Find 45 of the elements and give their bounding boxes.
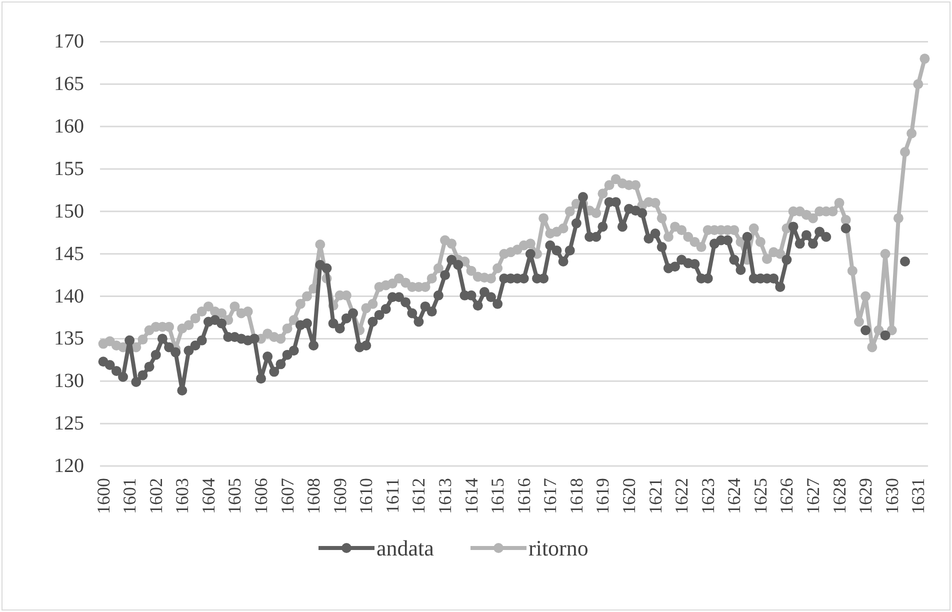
y-tick-label: 145 — [54, 242, 84, 265]
x-tick-label: 1601 — [120, 478, 140, 514]
x-tick-label: 1625 — [750, 478, 770, 514]
y-tick-label: 130 — [54, 370, 84, 392]
x-tick-label: 1600 — [93, 478, 114, 514]
x-tick-label: 1605 — [224, 478, 245, 514]
x-tick-label: 1619 — [592, 478, 613, 514]
x-tick-label: 1604 — [198, 478, 218, 514]
x-tick-label: 1617 — [540, 478, 560, 514]
x-tick-label: 1620 — [619, 478, 639, 514]
legend-label: andata — [376, 536, 434, 560]
x-tick-label: 1627 — [803, 478, 823, 514]
x-tick-label: 1628 — [829, 478, 850, 514]
legend-label: ritorno — [528, 536, 588, 560]
x-tick-label: 1622 — [672, 478, 692, 514]
x-tick-label: 1616 — [514, 478, 534, 514]
x-tick-label: 1602 — [146, 478, 166, 514]
y-tick-label: 135 — [54, 328, 84, 350]
y-tick-label: 140 — [54, 285, 84, 308]
x-tick-label: 1611 — [382, 478, 402, 514]
x-tick-label: 1629 — [856, 478, 876, 514]
x-tick-label: 1607 — [277, 478, 298, 514]
y-tick-label: 120 — [54, 455, 84, 477]
x-tick-label: 1603 — [172, 478, 192, 514]
y-tick-label: 155 — [54, 158, 84, 180]
x-tick-label: 1630 — [882, 478, 902, 514]
y-tick-label: 150 — [54, 200, 84, 222]
x-tick-label: 1615 — [488, 478, 508, 514]
x-tick-label: 1631 — [908, 478, 928, 514]
x-tick-label: 1606 — [251, 478, 271, 514]
x-tick-label: 1618 — [566, 478, 586, 514]
x-tick-label: 1621 — [645, 478, 666, 514]
y-tick-label: 160 — [54, 116, 84, 138]
x-tick-label: 1626 — [776, 478, 797, 514]
x-tick-label: 1609 — [330, 478, 350, 514]
x-tick-label: 1613 — [435, 478, 455, 514]
x-tick-label: 1623 — [698, 478, 718, 514]
x-tick-label: 1614 — [461, 478, 482, 514]
y-tick-label: 165 — [54, 73, 84, 96]
y-tick-label: 125 — [54, 412, 84, 435]
x-tick-label: 1608 — [304, 478, 324, 514]
x-tick-label: 1612 — [408, 478, 429, 514]
x-tick-label: 1610 — [356, 478, 376, 514]
y-tick-label: 170 — [54, 30, 84, 53]
x-tick-label: 1624 — [724, 478, 744, 514]
